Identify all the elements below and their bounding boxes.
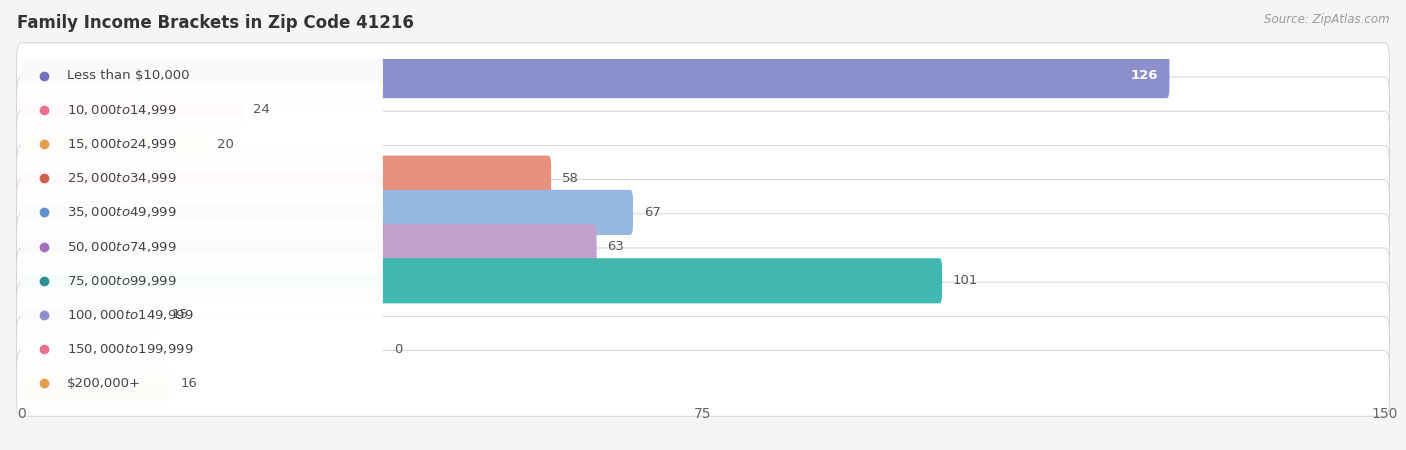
FancyBboxPatch shape (18, 292, 160, 338)
FancyBboxPatch shape (20, 48, 382, 103)
FancyBboxPatch shape (17, 180, 1389, 245)
Text: 20: 20 (217, 138, 233, 150)
Text: $150,000 to $199,999: $150,000 to $199,999 (66, 342, 193, 356)
Text: Family Income Brackets in Zip Code 41216: Family Income Brackets in Zip Code 41216 (17, 14, 413, 32)
FancyBboxPatch shape (18, 53, 1170, 98)
Text: $25,000 to $34,999: $25,000 to $34,999 (66, 171, 176, 185)
FancyBboxPatch shape (18, 122, 205, 166)
Text: Less than $10,000: Less than $10,000 (66, 69, 188, 82)
FancyBboxPatch shape (17, 248, 1389, 314)
FancyBboxPatch shape (17, 145, 1389, 211)
Text: 16: 16 (180, 377, 197, 390)
FancyBboxPatch shape (20, 356, 382, 411)
FancyBboxPatch shape (17, 43, 1389, 108)
FancyBboxPatch shape (18, 224, 596, 269)
Text: 58: 58 (562, 172, 579, 184)
FancyBboxPatch shape (20, 253, 382, 308)
Text: $35,000 to $49,999: $35,000 to $49,999 (66, 205, 176, 220)
FancyBboxPatch shape (20, 151, 382, 206)
FancyBboxPatch shape (17, 77, 1389, 143)
FancyBboxPatch shape (17, 214, 1389, 279)
FancyBboxPatch shape (17, 351, 1389, 416)
Text: 67: 67 (644, 206, 661, 219)
FancyBboxPatch shape (18, 258, 942, 303)
FancyBboxPatch shape (17, 316, 1389, 382)
Text: $75,000 to $99,999: $75,000 to $99,999 (66, 274, 176, 288)
FancyBboxPatch shape (17, 282, 1389, 348)
Text: 63: 63 (607, 240, 624, 253)
FancyBboxPatch shape (18, 361, 169, 406)
FancyBboxPatch shape (18, 190, 633, 235)
Text: 126: 126 (1130, 69, 1157, 82)
Text: $15,000 to $24,999: $15,000 to $24,999 (66, 137, 176, 151)
FancyBboxPatch shape (18, 87, 242, 132)
FancyBboxPatch shape (20, 219, 382, 274)
FancyBboxPatch shape (20, 288, 382, 342)
Text: $200,000+: $200,000+ (66, 377, 141, 390)
FancyBboxPatch shape (20, 82, 382, 137)
FancyBboxPatch shape (20, 117, 382, 171)
Text: 0: 0 (394, 343, 402, 356)
Text: $10,000 to $14,999: $10,000 to $14,999 (66, 103, 176, 117)
FancyBboxPatch shape (17, 111, 1389, 177)
Text: 24: 24 (253, 104, 270, 116)
Text: 101: 101 (953, 274, 979, 287)
Text: 15: 15 (172, 309, 188, 321)
Text: $50,000 to $74,999: $50,000 to $74,999 (66, 239, 176, 254)
FancyBboxPatch shape (20, 185, 382, 240)
Text: Source: ZipAtlas.com: Source: ZipAtlas.com (1264, 14, 1389, 27)
FancyBboxPatch shape (18, 156, 551, 201)
FancyBboxPatch shape (20, 322, 382, 377)
Text: $100,000 to $149,999: $100,000 to $149,999 (66, 308, 193, 322)
